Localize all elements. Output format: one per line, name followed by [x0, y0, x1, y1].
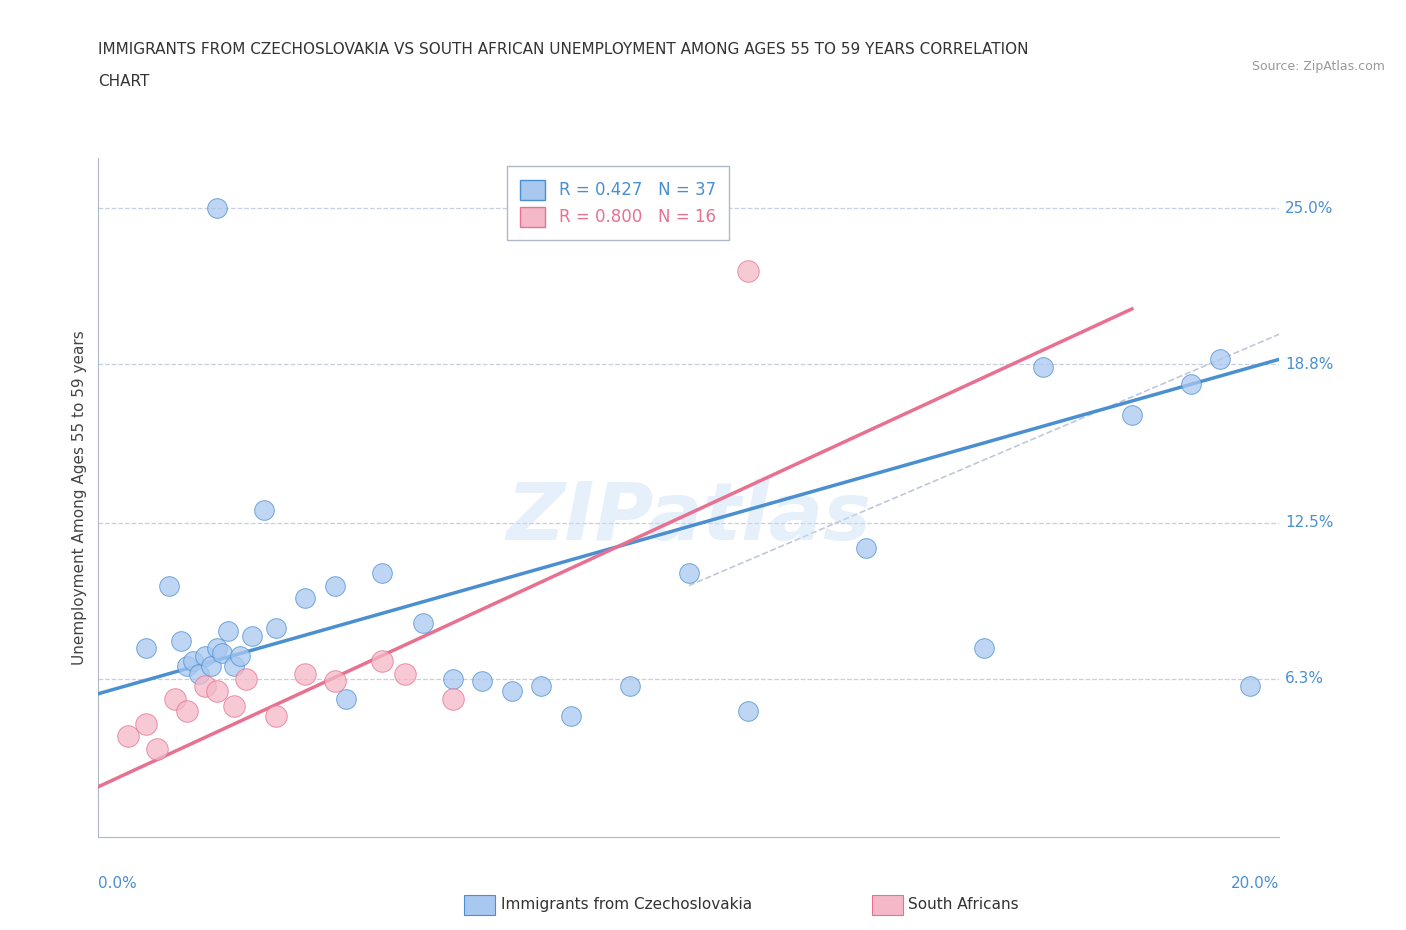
Text: 18.8%: 18.8% [1285, 357, 1333, 372]
Point [187, 666, 209, 681]
Point [224, 658, 246, 673]
Point [200, 658, 222, 673]
Text: 25.0%: 25.0% [1285, 201, 1333, 216]
Point [973, 641, 995, 656]
Point [146, 741, 169, 756]
Text: IMMIGRANTS FROM CZECHOSLOVAKIA VS SOUTH AFRICAN UNEMPLOYMENT AMONG AGES 55 TO 59: IMMIGRANTS FROM CZECHOSLOVAKIA VS SOUTH … [98, 42, 1029, 57]
Point [1239, 679, 1261, 694]
Text: Source: ZipAtlas.com: Source: ZipAtlas.com [1251, 60, 1385, 73]
Point [371, 565, 394, 580]
Point [224, 698, 246, 713]
Point [176, 704, 198, 719]
Point [117, 729, 139, 744]
Point [441, 671, 464, 686]
Text: 0.0%: 0.0% [98, 876, 138, 891]
Point [855, 540, 877, 555]
Point [181, 654, 204, 669]
Point [471, 673, 494, 688]
Point [194, 648, 217, 663]
Point [678, 565, 700, 580]
Point [1209, 352, 1232, 366]
Point [412, 616, 434, 631]
Point [205, 641, 228, 656]
Y-axis label: Unemployment Among Ages 55 to 59 years: Unemployment Among Ages 55 to 59 years [72, 330, 87, 665]
Text: CHART: CHART [98, 74, 150, 89]
Text: Immigrants from Czechoslovakia: Immigrants from Czechoslovakia [501, 897, 752, 912]
Point [323, 578, 346, 593]
Point [1180, 377, 1202, 392]
Point [165, 691, 187, 706]
Point [135, 641, 157, 656]
Text: 12.5%: 12.5% [1285, 515, 1333, 530]
Point [205, 201, 228, 216]
Point [194, 679, 217, 694]
Text: South Africans: South Africans [908, 897, 1019, 912]
Point [737, 704, 759, 719]
Legend: R = 0.427   N = 37, R = 0.800   N = 16: R = 0.427 N = 37, R = 0.800 N = 16 [508, 166, 730, 241]
Point [264, 621, 287, 636]
Point [530, 679, 553, 694]
Point [501, 684, 523, 698]
Point [394, 666, 416, 681]
Point [1121, 407, 1143, 422]
Point [294, 591, 316, 605]
Point [235, 671, 257, 686]
Point [205, 684, 228, 698]
Point [176, 658, 198, 673]
Text: ZIPatlas: ZIPatlas [506, 479, 872, 557]
Point [135, 716, 157, 731]
Point [323, 673, 346, 688]
Point [619, 679, 641, 694]
Point [211, 646, 233, 661]
Point [441, 691, 464, 706]
Point [294, 666, 316, 681]
Point [335, 691, 357, 706]
Text: 20.0%: 20.0% [1232, 876, 1279, 891]
Point [217, 623, 239, 638]
Point [170, 633, 193, 648]
Point [371, 654, 394, 669]
Point [253, 503, 276, 518]
Point [240, 629, 263, 644]
Point [1032, 359, 1054, 374]
Point [157, 578, 180, 593]
Point [264, 709, 287, 724]
Point [737, 264, 759, 279]
Point [560, 709, 582, 724]
Text: 6.3%: 6.3% [1285, 671, 1324, 686]
Point [229, 648, 252, 663]
